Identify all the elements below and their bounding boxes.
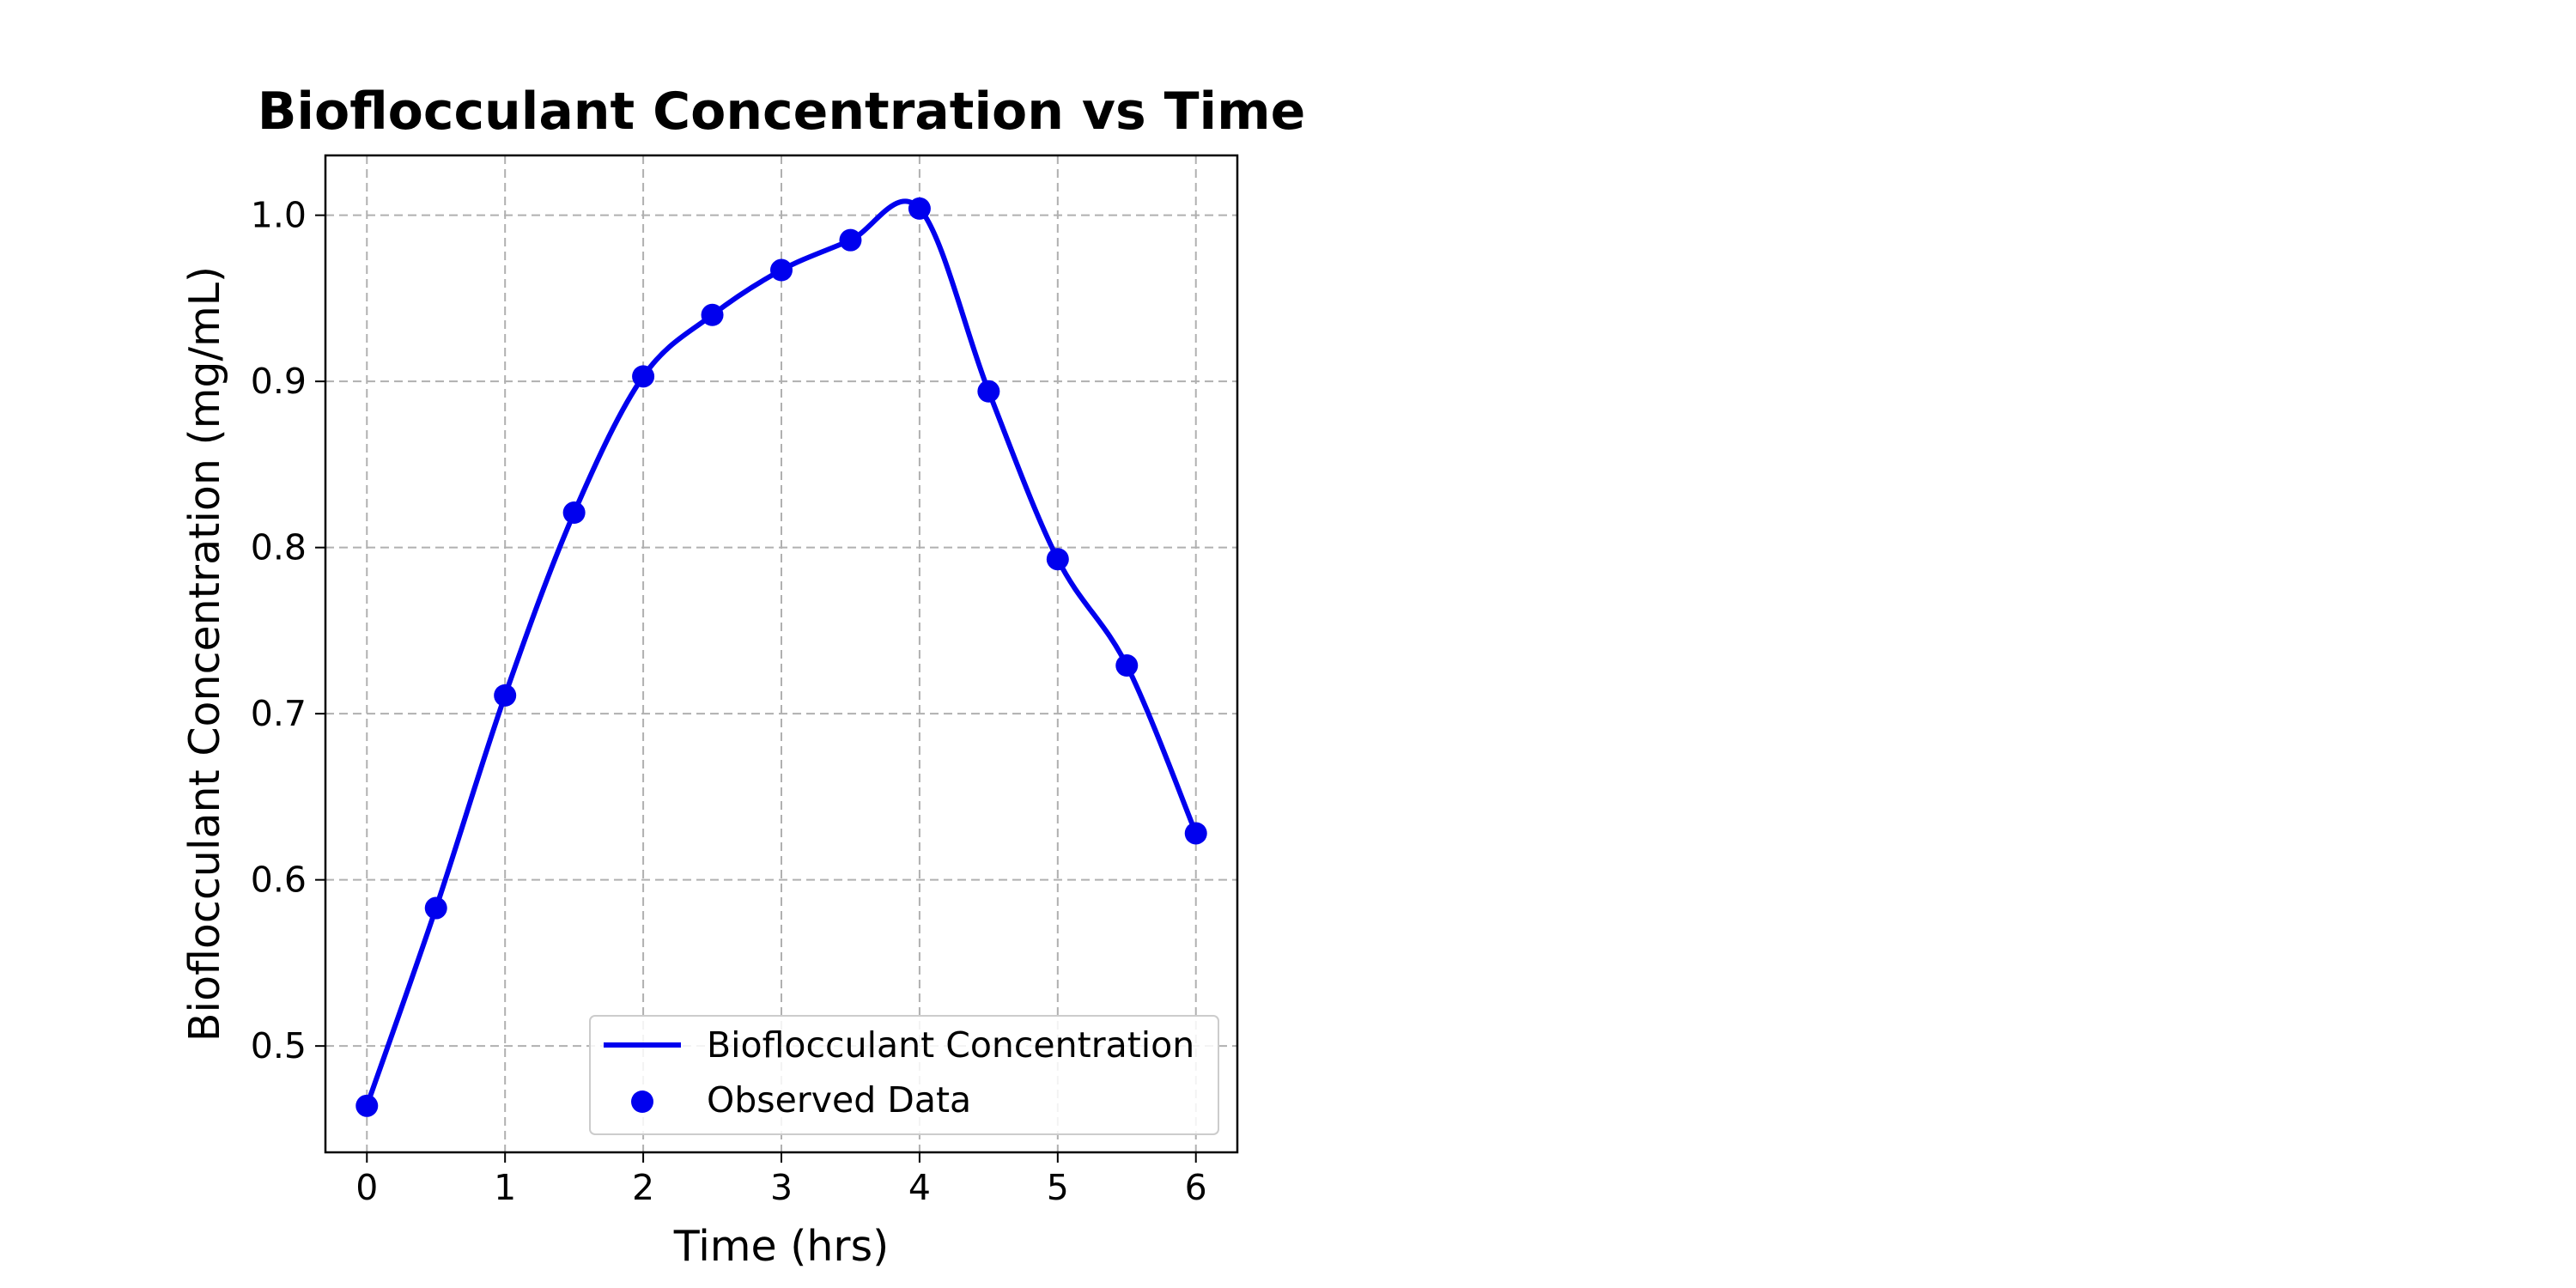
data-point (770, 258, 793, 282)
x-tick-label: 4 (908, 1167, 931, 1208)
x-tick-label: 5 (1047, 1167, 1069, 1208)
data-point (355, 1094, 379, 1117)
y-tick-label: 0.7 (251, 693, 307, 734)
data-point (1046, 548, 1069, 571)
data-point (494, 683, 517, 707)
x-tick-label: 0 (355, 1167, 378, 1208)
chart-title: Bioflocculant Concentration vs Time (258, 82, 1306, 142)
legend-box (589, 1015, 1219, 1135)
plot-series (355, 197, 1207, 1117)
y-axis-label: Bioflocculant Concentration (mg/mL) (180, 266, 229, 1042)
x-axis-label: Time (hrs) (673, 1222, 889, 1271)
legend-label-scatter: Observed Data (707, 1079, 971, 1121)
data-point (1115, 654, 1139, 677)
grid (325, 155, 1237, 1152)
data-point (977, 380, 1000, 403)
axis-ticks: 0 1 2 3 4 5 6 0.5 0.6 0.7 0.8 0.9 1.0 (251, 195, 1207, 1208)
data-point (632, 365, 655, 388)
data-point (839, 228, 862, 252)
legend: Bioflocculant Concentration Observed Dat… (589, 1015, 1219, 1135)
x-tick-label: 1 (494, 1167, 516, 1208)
legend-label-line: Bioflocculant Concentration (707, 1024, 1194, 1066)
data-point (424, 896, 447, 920)
legend-marker-swatch (631, 1091, 653, 1113)
data-point (701, 303, 724, 326)
y-tick-label: 0.8 (251, 527, 307, 568)
data-point (1184, 822, 1207, 845)
y-tick-label: 0.5 (251, 1025, 307, 1066)
y-tick-label: 0.9 (251, 361, 307, 402)
x-tick-label: 6 (1185, 1167, 1207, 1208)
x-tick-label: 2 (632, 1167, 654, 1208)
y-tick-label: 0.6 (251, 860, 307, 901)
y-tick-label: 1.0 (251, 195, 307, 236)
x-tick-label: 3 (770, 1167, 793, 1208)
data-point (562, 501, 586, 525)
data-point (908, 197, 931, 220)
